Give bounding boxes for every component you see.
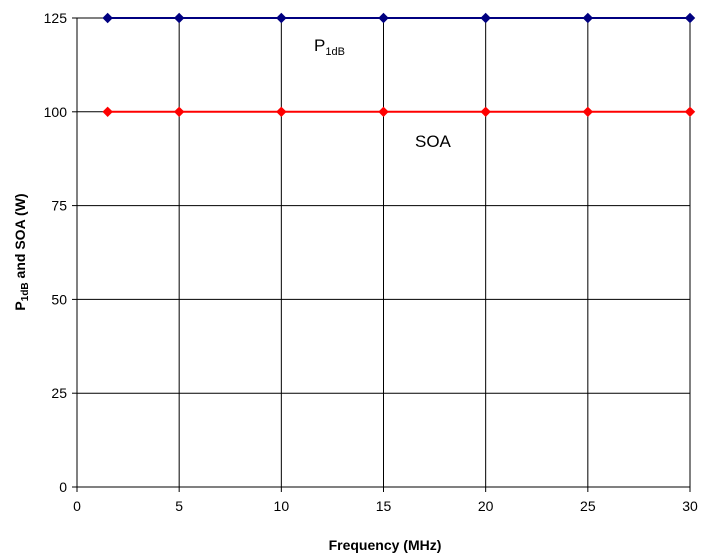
x-tick-labels: 0 5 10 15 20 25 30 [73,498,698,514]
series-1-point-0 [102,106,113,118]
series-1-point-3 [378,106,389,118]
y-axis-title: P1dB and SOA (W) [12,193,31,310]
series-0-point-3 [378,12,389,24]
grid [77,17,691,487]
series [102,12,696,118]
series-0-point-6 [684,12,696,24]
series-label-p1db: P1dB [314,36,345,58]
series-0-point-5 [582,12,594,24]
x-tick-label-20: 20 [478,498,494,514]
y-axis-title-sub: 1dB [20,282,31,301]
series-0-point-0 [102,12,113,24]
y-tick-label-25: 25 [51,385,67,401]
y-tick-label-100: 100 [44,104,68,120]
x-tick-label-30: 30 [682,498,698,514]
x-tick-label-0: 0 [73,498,81,514]
series-1 [102,106,696,118]
y-tick-label-75: 75 [51,198,67,214]
series-0 [102,12,696,24]
series-label-soa: SOA [415,132,452,151]
x-tick-label-10: 10 [274,498,290,514]
y-tick-labels: 0 25 50 75 100 125 [44,10,68,495]
series-1-point-2 [276,106,287,118]
series-1-point-5 [582,106,594,118]
x-tick-label-15: 15 [376,498,392,514]
y-tick-label-50: 50 [51,291,67,307]
series-label-p1db-sub: 1dB [325,46,345,58]
y-axis-title-main: P [12,301,28,310]
series-0-point-2 [276,12,287,24]
series-label-p1db-main: P [314,36,325,55]
y-tick-label-0: 0 [59,479,67,495]
y-tick-label-125: 125 [44,10,68,26]
x-tick-label-5: 5 [175,498,183,514]
series-1-point-4 [480,106,491,118]
series-0-point-4 [480,12,491,24]
series-1-point-1 [173,106,185,118]
x-axis-title: Frequency (MHz) [329,537,442,553]
series-1-point-6 [684,106,696,118]
axes [72,17,691,492]
x-tick-label-25: 25 [580,498,596,514]
y-axis-title-rest: and SOA (W) [12,193,28,282]
series-0-point-1 [173,12,185,24]
